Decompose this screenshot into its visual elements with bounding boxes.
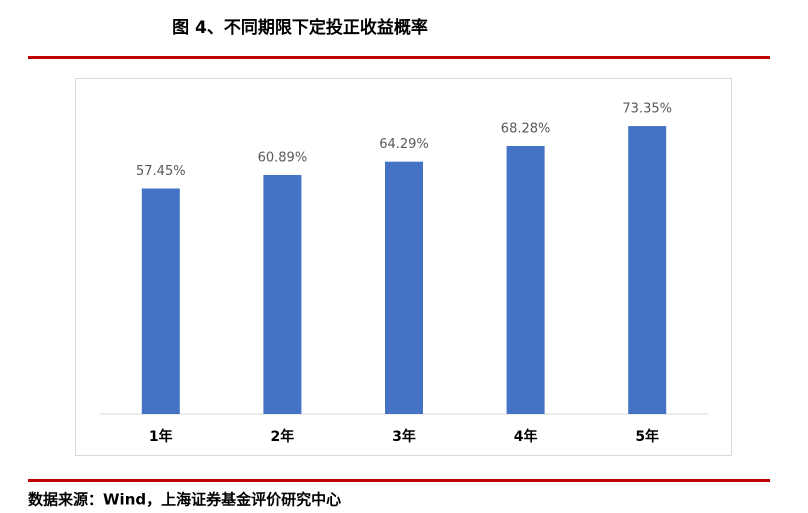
source-rule (28, 479, 770, 482)
x-tick-label: 5年 (635, 428, 659, 445)
data-label: 68.28% (501, 122, 551, 137)
x-tick-label: 4年 (514, 428, 538, 445)
data-label: 57.45% (136, 164, 186, 179)
data-label: 73.35% (622, 102, 672, 117)
x-tick-label: 1年 (149, 428, 173, 445)
bar (385, 161, 423, 414)
x-tick-label: 3年 (392, 428, 416, 445)
bar (141, 188, 180, 414)
data-label: 64.29% (379, 137, 429, 152)
title-rule (28, 56, 770, 59)
x-tick-label: 2年 (271, 428, 295, 445)
bar (506, 146, 545, 414)
source-note: 数据来源：Wind，上海证券基金评价研究中心 (28, 491, 341, 509)
bar (263, 175, 302, 414)
bar (628, 126, 667, 414)
chart-title: 图 4、不同期限下定投正收益概率 (172, 17, 428, 38)
data-label: 60.89% (258, 151, 308, 166)
